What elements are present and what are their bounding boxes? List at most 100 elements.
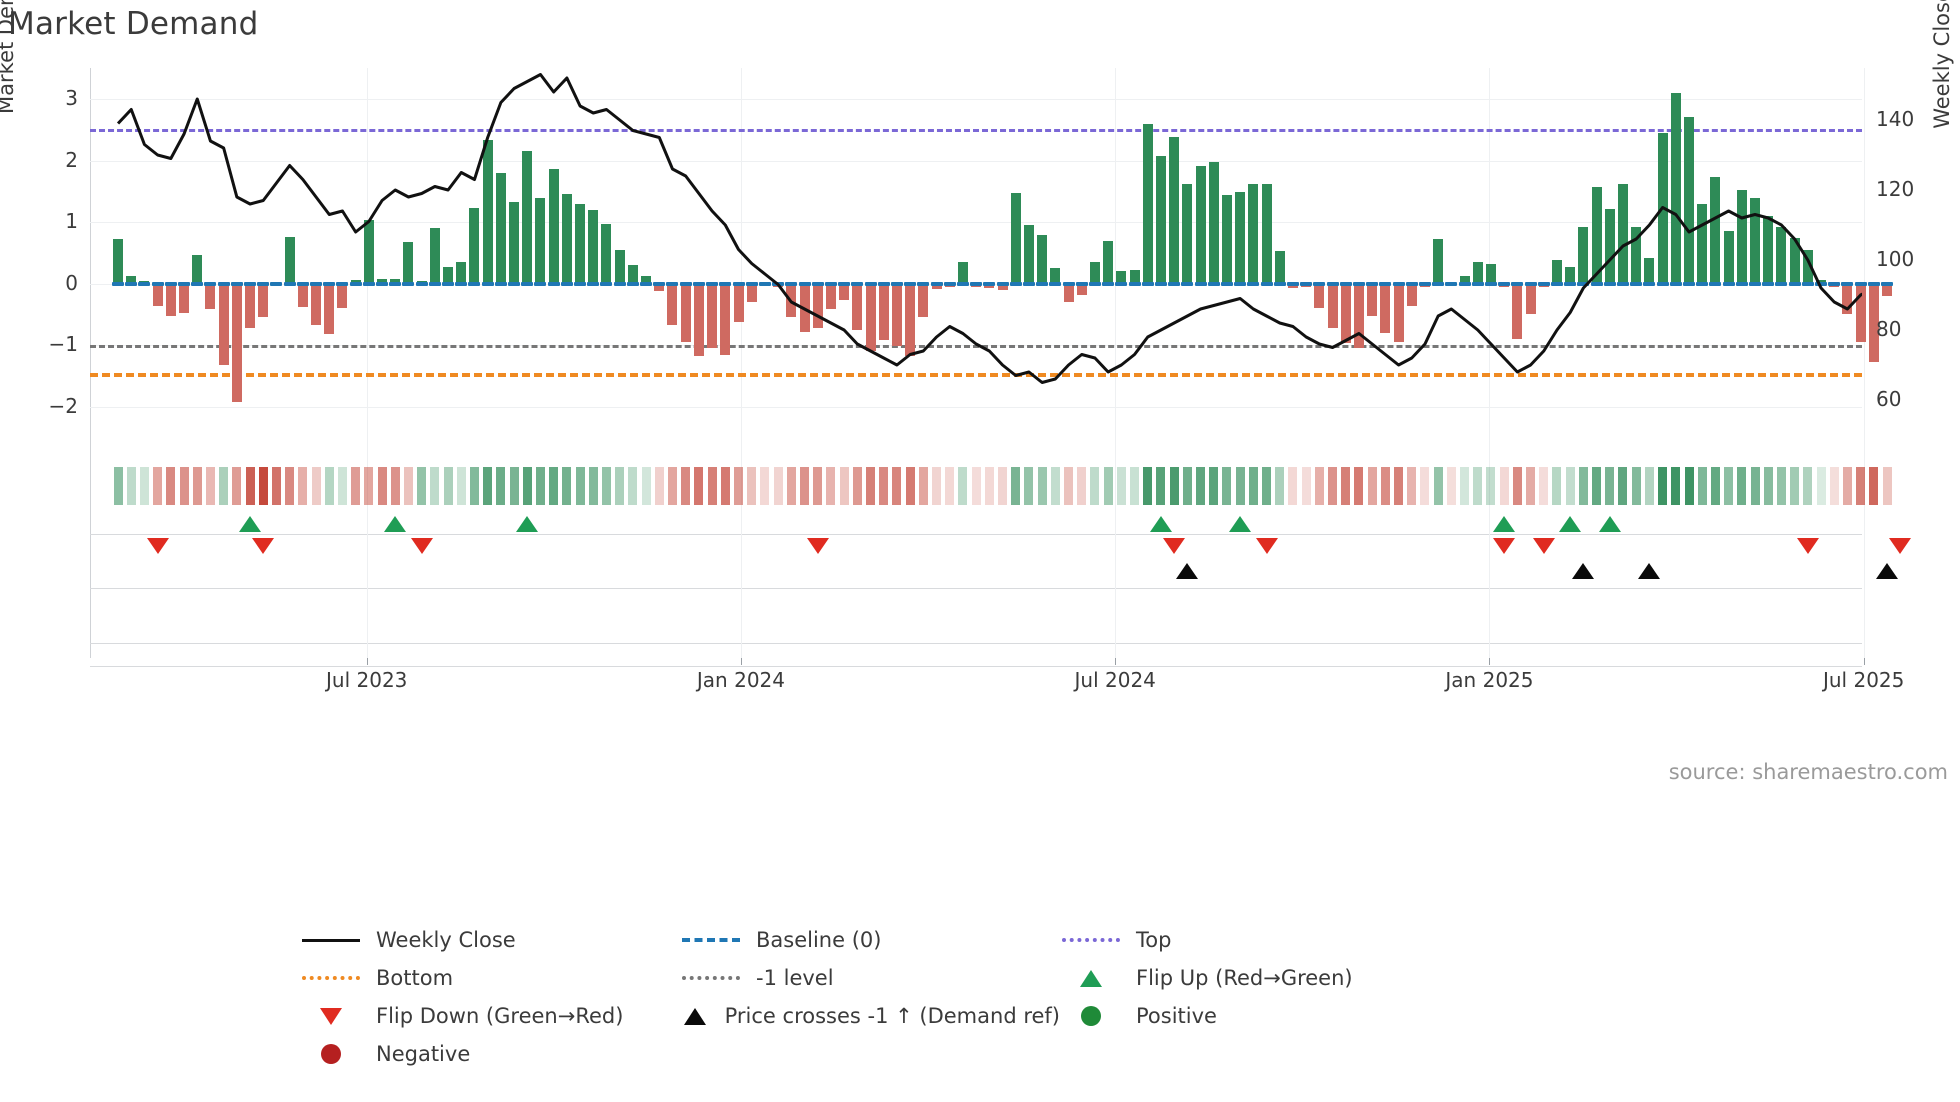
legend-item[interactable]: Top xyxy=(1060,925,1440,955)
heatmap-cell xyxy=(456,467,466,505)
heatmap-cell xyxy=(826,467,836,505)
demand-bar xyxy=(1380,283,1391,333)
baseline-segment xyxy=(1815,281,1828,286)
baseline-segment xyxy=(679,281,692,286)
x-tick-mark xyxy=(1863,658,1865,665)
heatmap-cell xyxy=(179,467,189,505)
gridline-lower xyxy=(90,534,1862,535)
legend-item[interactable]: Positive xyxy=(1060,1001,1440,1031)
demand-bar xyxy=(918,283,929,318)
baseline-segment xyxy=(442,281,455,286)
demand-bar xyxy=(1155,155,1166,284)
flip-down-marker xyxy=(1493,538,1516,554)
heatmap-cell xyxy=(852,467,862,505)
baseline-segment xyxy=(1392,281,1405,286)
demand-bar xyxy=(601,224,612,284)
legend-item[interactable]: Price crosses -1 ↑ (Demand ref) xyxy=(680,1001,1060,1031)
y-axis-left-label: Market Demand xyxy=(0,0,18,114)
baseline-segment xyxy=(1049,281,1062,286)
heatmap-cell xyxy=(1578,467,1588,505)
heatmap-cell xyxy=(879,467,889,505)
heatmap-cell xyxy=(113,467,123,505)
legend-item[interactable]: Baseline (0) xyxy=(680,925,1060,955)
price-cross-marker xyxy=(1572,563,1595,579)
baseline-segment xyxy=(1115,281,1128,286)
demand-bar xyxy=(1750,197,1760,284)
legend-item[interactable]: -1 level xyxy=(680,963,1060,993)
heatmap-cell xyxy=(1130,467,1140,505)
baseline-segment xyxy=(164,281,177,286)
heatmap-cell xyxy=(1473,467,1483,505)
demand-bar xyxy=(1485,264,1496,284)
heatmap-cell xyxy=(1644,467,1654,505)
demand-bar xyxy=(1776,227,1787,284)
demand-bar xyxy=(1116,271,1127,284)
heatmap-cell xyxy=(628,467,638,505)
heatmap-cell xyxy=(1790,467,1800,505)
legend-item[interactable]: Flip Up (Red→Green) xyxy=(1060,963,1440,993)
demand-bar xyxy=(1882,283,1893,296)
legend-label: Flip Down (Green→Red) xyxy=(376,1004,624,1028)
baseline-segment xyxy=(785,281,798,286)
flip-down-marker xyxy=(1532,538,1555,554)
baseline-segment xyxy=(1669,281,1682,286)
legend-label: Baseline (0) xyxy=(756,928,882,952)
heatmap-cell xyxy=(1539,467,1549,505)
heatmap-cell xyxy=(1658,467,1668,505)
legend-label: Bottom xyxy=(376,966,454,990)
legend-item[interactable]: Weekly Close xyxy=(300,925,680,955)
baseline-segment xyxy=(1036,281,1049,286)
baseline-segment xyxy=(1577,281,1590,286)
baseline-segment xyxy=(877,281,890,286)
flip-down-marker xyxy=(1796,538,1819,554)
gridline-x xyxy=(1863,68,1865,658)
demand-bar xyxy=(1697,203,1708,284)
heatmap-cell xyxy=(483,467,493,505)
heatmap-cell xyxy=(1367,467,1377,505)
baseline-segment xyxy=(1735,281,1748,286)
baseline-segment xyxy=(745,281,758,286)
heatmap-cell xyxy=(1486,467,1496,505)
reference-line--1-level xyxy=(90,345,1862,349)
heatmap-cell xyxy=(945,467,955,505)
heatmap-cell xyxy=(549,467,559,505)
heatmap-cell xyxy=(813,467,823,505)
y-tick-label-right: 100 xyxy=(1876,247,1915,271)
reference-line-top xyxy=(90,128,1862,132)
baseline-segment xyxy=(1656,281,1669,286)
demand-bar xyxy=(641,276,652,284)
heatmap-cell xyxy=(1222,467,1232,505)
baseline-segment xyxy=(1141,281,1154,286)
baseline-segment xyxy=(666,281,679,286)
baseline-segment xyxy=(257,281,270,286)
x-tick-label: Jan 2025 xyxy=(1445,668,1534,692)
demand-bar xyxy=(575,203,586,284)
heatmap-cell xyxy=(720,467,730,505)
heatmap-cell xyxy=(1407,467,1417,505)
baseline-segment xyxy=(244,281,257,286)
baseline-segment xyxy=(1484,281,1497,286)
heatmap-cell xyxy=(1842,467,1852,505)
heatmap-cell xyxy=(1169,467,1179,505)
baseline-segment xyxy=(310,281,323,286)
heatmap-cell xyxy=(760,467,770,505)
heatmap-cell xyxy=(998,467,1008,505)
chart-title: Market Demand xyxy=(8,6,259,42)
legend-item[interactable]: Bottom xyxy=(300,963,680,993)
baseline-segment xyxy=(191,281,204,286)
legend-item[interactable]: Negative xyxy=(300,1039,680,1069)
demand-bar xyxy=(1353,283,1364,348)
legend-item[interactable]: Flip Down (Green→Red) xyxy=(300,1001,680,1031)
price-cross-marker xyxy=(1176,563,1199,579)
baseline-segment xyxy=(1828,281,1841,286)
demand-bar xyxy=(733,283,744,322)
demand-bar xyxy=(1763,216,1774,284)
gridline-y xyxy=(90,160,1862,162)
demand-bar xyxy=(1644,257,1655,284)
heatmap-cell xyxy=(1024,467,1034,505)
baseline-segment xyxy=(1616,281,1629,286)
baseline-segment xyxy=(613,281,626,286)
heatmap-cell xyxy=(1354,467,1364,505)
y-tick-label-left: 1 xyxy=(65,209,78,234)
demand-bar xyxy=(495,173,506,284)
